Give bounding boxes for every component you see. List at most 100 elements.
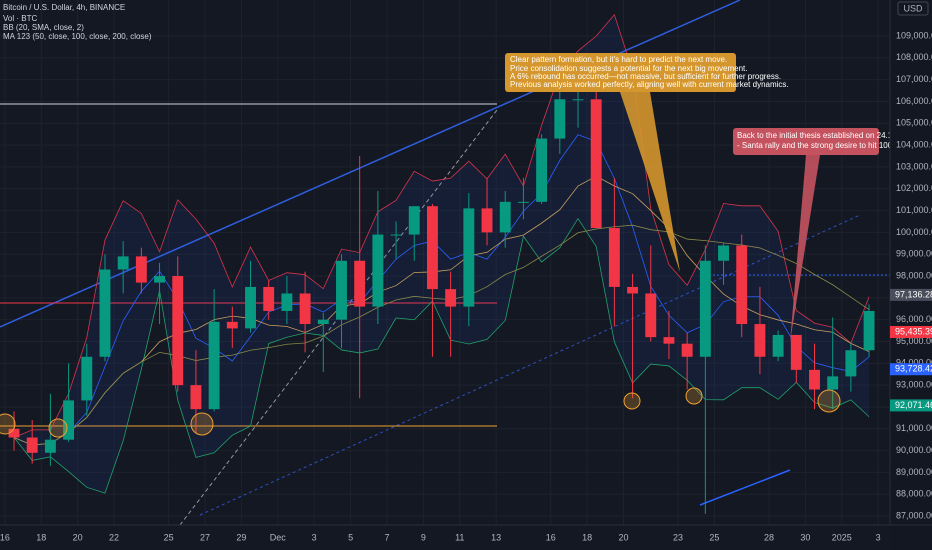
candle-body [154,276,166,283]
marker-circle [685,387,703,405]
candle-body [8,428,20,438]
candle-body [790,334,802,370]
candle-body [26,437,38,453]
marker-circle [623,392,641,410]
y-tick-label: 101,000.00 [896,205,932,215]
currency-button[interactable] [897,1,929,16]
candle-body [809,369,820,390]
price-tag [890,399,932,412]
candle-body [827,376,839,390]
candle-body [699,260,711,357]
marker-circle [48,418,68,438]
y-tick-label: 100,000.00 [896,227,932,237]
candle-body [863,310,875,351]
marker-circle [0,413,16,435]
candle-body [718,245,729,261]
candle-body [81,356,93,401]
x-tick-label: 30 [800,532,810,542]
x-tick-label: 22 [109,532,119,542]
candles [8,79,875,514]
y-tick-label: 95,000.00 [896,336,932,346]
y-tick-label: 105,000.00 [896,118,932,128]
price-tag-label: 97,136.28 [895,289,932,299]
x-tick-label: 23 [673,532,683,542]
y-tick-label: 106,000.00 [896,96,932,106]
x-tick-label: 20 [73,532,83,542]
candle-body [736,245,748,325]
candle-body [208,321,220,410]
x-tick-label: 16 [546,532,556,542]
candle-body [645,293,657,338]
y-tick-label: 107,000.00 [896,74,932,84]
price-axis [890,0,932,550]
axes: 87,000.00 88,000.00 89,000.00 90,000.00 91,0… [0,30,932,542]
candle-body [263,286,275,311]
y-tick-label: 103,000.00 [896,161,932,171]
bollinger-upper [13,13,870,438]
callout-text: Previous analysis worked perfectly, alig… [510,80,789,89]
y-tick-label: 96,000.00 [896,314,932,324]
candle-body [135,256,147,283]
candle-body [627,286,639,294]
candle-body [117,256,129,270]
candle-body [172,276,184,386]
currency-label[interactable]: USD [903,3,923,13]
x-tick-label: 7 [384,532,389,542]
y-tick-label: 90,000.00 [896,445,932,455]
x-tick-label: 9 [421,532,426,542]
x-tick-label: 25 [164,532,174,542]
callout-text: Back to the initial thesis established o… [737,131,899,140]
candle-body [445,289,457,307]
candle-body [281,293,293,311]
price-tag-label: 92,071.46 [895,400,932,410]
price-tag-label: 93,728.42 [895,364,932,374]
candle-body [481,208,493,233]
indicator-label: Vol · BTC [3,14,37,23]
candle-body [845,350,857,377]
candle-body [754,324,766,357]
symbol-title: Bitcoin / U.S. Dollar, 4h, BINANCE [3,3,125,12]
candle-body [572,99,584,101]
candle-body [772,334,784,357]
callout-text: - Santa rally and the strong desire to h… [737,141,931,150]
candle-body [408,206,420,235]
x-tick-label: 3 [312,532,317,542]
candle-body [336,260,347,320]
callout-box [505,53,736,92]
price-tag [890,363,932,376]
x-tick-label: 18 [36,532,46,542]
x-tick-label: 27 [200,532,210,542]
candle-body [190,385,202,410]
dashed-channel [199,214,861,516]
candle-body [245,286,256,329]
candle-body [354,260,366,307]
price-tag [890,325,932,338]
price-tag [890,288,932,301]
candle-body [463,208,475,307]
candle-body [390,234,402,236]
marker-circle [190,412,214,436]
callout-text: A 6% rebound has occurred—not massive, b… [510,72,781,81]
x-tick-label: 16 [0,532,10,542]
x-tick-label: Dec [270,532,287,542]
x-tick-label: 25 [709,532,719,542]
candle-body [608,228,620,287]
marker-circle [817,389,841,413]
x-tick-label: 29 [236,532,246,542]
y-tick-label: 89,000.00 [896,467,932,477]
x-tick-label: 5 [348,532,353,542]
x-tick-label: 3 [876,532,881,542]
candle-body [372,234,384,307]
callout-text: Clear pattern formation, but it's hard t… [510,55,727,64]
candle-body [99,269,111,357]
bollinger-fill [14,14,870,494]
indicator-label: BB (20, SMA, close, 2) [3,23,84,32]
y-tick-label: 88,000.00 [896,489,932,499]
candle-body [681,343,693,357]
y-tick-label: 93,000.00 [896,380,932,390]
candle-body [426,206,438,290]
x-tick-label: 2025 [832,532,852,542]
trendline [699,469,791,506]
bollinger-basis [13,134,870,446]
